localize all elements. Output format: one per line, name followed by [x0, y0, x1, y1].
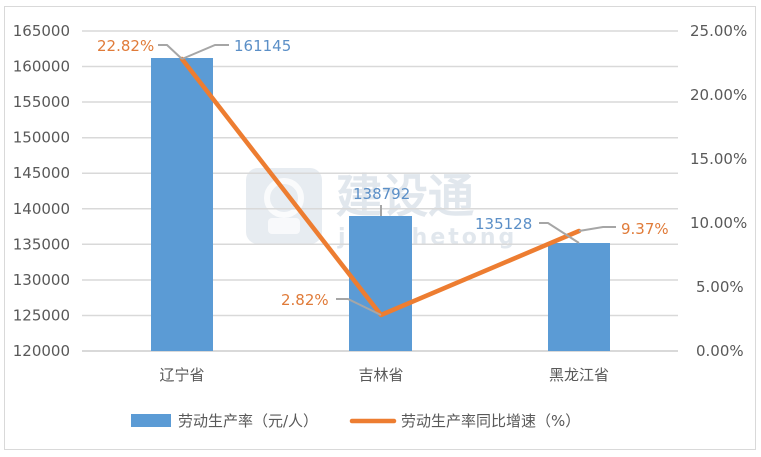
right-axis-tick: 25.00%	[690, 22, 747, 40]
right-axis-tick: 15.00%	[690, 150, 747, 168]
left-axis-tick: 150000	[13, 129, 70, 147]
line-value-label: 22.82%	[97, 37, 154, 55]
right-axis-tick: 10.00%	[690, 214, 747, 232]
legend-bar-label[interactable]: 劳动生产率（元/人）	[178, 412, 318, 430]
bar-heilongjiang[interactable]	[548, 243, 610, 351]
data-labels: 22.82% 161145 138792 2.82% 135128 9.37%	[97, 37, 669, 309]
category-label: 黑龙江省	[549, 366, 609, 384]
left-axis-tick: 125000	[13, 307, 70, 325]
right-axis-tick: 20.00%	[690, 86, 747, 104]
bar-value-label: 135128	[475, 215, 532, 233]
left-axis-tick: 130000	[13, 271, 70, 289]
right-axis: 25.00% 20.00% 15.00% 10.00% 5.00% 0.00%	[690, 22, 747, 360]
bar-value-label: 161145	[234, 37, 291, 55]
category-label: 吉林省	[358, 366, 403, 384]
left-axis-tick: 135000	[13, 235, 70, 253]
leader-lines	[158, 44, 616, 316]
bar-jilin[interactable]	[349, 216, 412, 351]
left-axis-tick: 120000	[13, 342, 70, 360]
x-axis: 辽宁省 吉林省 黑龙江省	[159, 366, 609, 384]
bar-value-label: 138792	[353, 185, 410, 203]
left-axis-tick: 140000	[13, 200, 70, 218]
right-axis-tick: 5.00%	[696, 278, 744, 296]
left-axis-tick: 160000	[13, 58, 70, 76]
left-axis: 165000 160000 155000 150000 145000 14000…	[13, 22, 70, 360]
legend-bar-swatch-icon	[131, 414, 171, 427]
watermark-text: 建设通	[336, 169, 474, 223]
bar-series	[151, 58, 610, 351]
legend: 劳动生产率（元/人） 劳动生产率同比增速（%）	[131, 412, 580, 430]
left-axis-tick: 145000	[13, 164, 70, 182]
line-value-label: 9.37%	[621, 220, 669, 238]
bar-liaoning[interactable]	[151, 58, 213, 351]
legend-line-label[interactable]: 劳动生产率同比增速（%）	[401, 412, 580, 430]
line-value-label: 2.82%	[281, 291, 329, 309]
left-axis-tick: 155000	[13, 93, 70, 111]
category-label: 辽宁省	[159, 366, 204, 384]
right-axis-tick: 0.00%	[696, 342, 744, 360]
left-axis-tick: 165000	[13, 22, 70, 40]
watermark-logo-icon	[246, 168, 322, 244]
